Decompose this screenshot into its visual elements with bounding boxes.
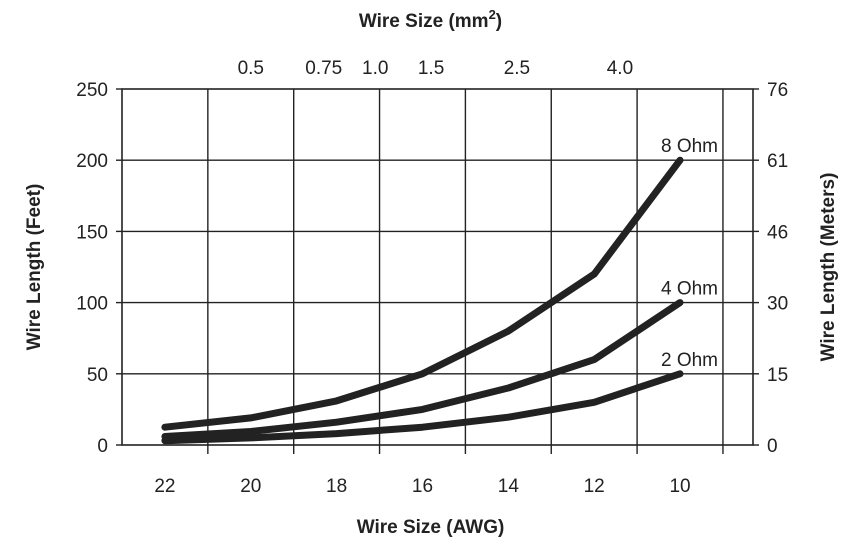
- y-tick-label-left: 0: [97, 436, 108, 457]
- top-x-tick-label: 4.0: [607, 58, 633, 79]
- x-axis-title: Wire Size (AWG): [357, 517, 505, 538]
- y-tick-label-left: 100: [76, 294, 108, 315]
- x-tick-label: 22: [154, 476, 175, 497]
- y-axis-title-right: Wire Length (Meters): [818, 173, 839, 362]
- series-label: 4 Ohm: [661, 279, 718, 300]
- y-tick-label-right: 30: [767, 294, 788, 315]
- top-x-axis-title-close: ): [496, 11, 502, 32]
- top-x-tick-label: 1.0: [362, 58, 388, 79]
- grid-lines: [116, 88, 759, 454]
- series-label: 8 Ohm: [661, 136, 718, 157]
- y-tick-label-left: 50: [87, 365, 108, 386]
- y-axis-title-left: Wire Length (Feet): [24, 184, 45, 351]
- top-x-tick-label: 0.5: [238, 58, 264, 79]
- plot-frame: [121, 88, 754, 446]
- y-tick-label-right: 76: [767, 80, 788, 101]
- y-tick-label-left: 250: [76, 80, 108, 101]
- x-tick-label: 20: [240, 476, 261, 497]
- top-x-axis-title-main: Wire Size (mm: [359, 11, 489, 32]
- y-tick-label-left: 200: [76, 151, 108, 172]
- series-line: [161, 299, 684, 440]
- y-tick-label-right: 46: [767, 222, 788, 243]
- top-x-tick-label: 0.75: [305, 58, 342, 79]
- top-x-tick-label: 2.5: [504, 58, 530, 79]
- x-tick-label: 14: [498, 476, 520, 497]
- top-x-axis-title-superscript: 2: [489, 7, 496, 22]
- tick-labels: 0 0 50 15 100 30 150 46 200 61 250 76 22 20 18 16 14 12 10…: [76, 58, 788, 497]
- top-x-axis-title: Wire Size (mm2): [359, 7, 502, 32]
- series-label: 2 Ohm: [661, 350, 718, 371]
- x-tick-label: 16: [412, 476, 433, 497]
- y-tick-label-right: 15: [767, 365, 788, 386]
- y-tick-label-right: 0: [767, 436, 778, 457]
- series-line: [161, 156, 684, 431]
- series-line: [161, 370, 684, 445]
- series-lines: 8 Ohm 4 Ohm 2 Ohm: [161, 136, 718, 445]
- x-tick-label: 18: [326, 476, 347, 497]
- x-tick-label: 12: [584, 476, 605, 497]
- top-x-tick-label: 1.5: [418, 58, 444, 79]
- y-tick-label-right: 61: [767, 151, 788, 172]
- x-tick-label: 10: [669, 476, 690, 497]
- y-tick-label-left: 150: [76, 222, 108, 243]
